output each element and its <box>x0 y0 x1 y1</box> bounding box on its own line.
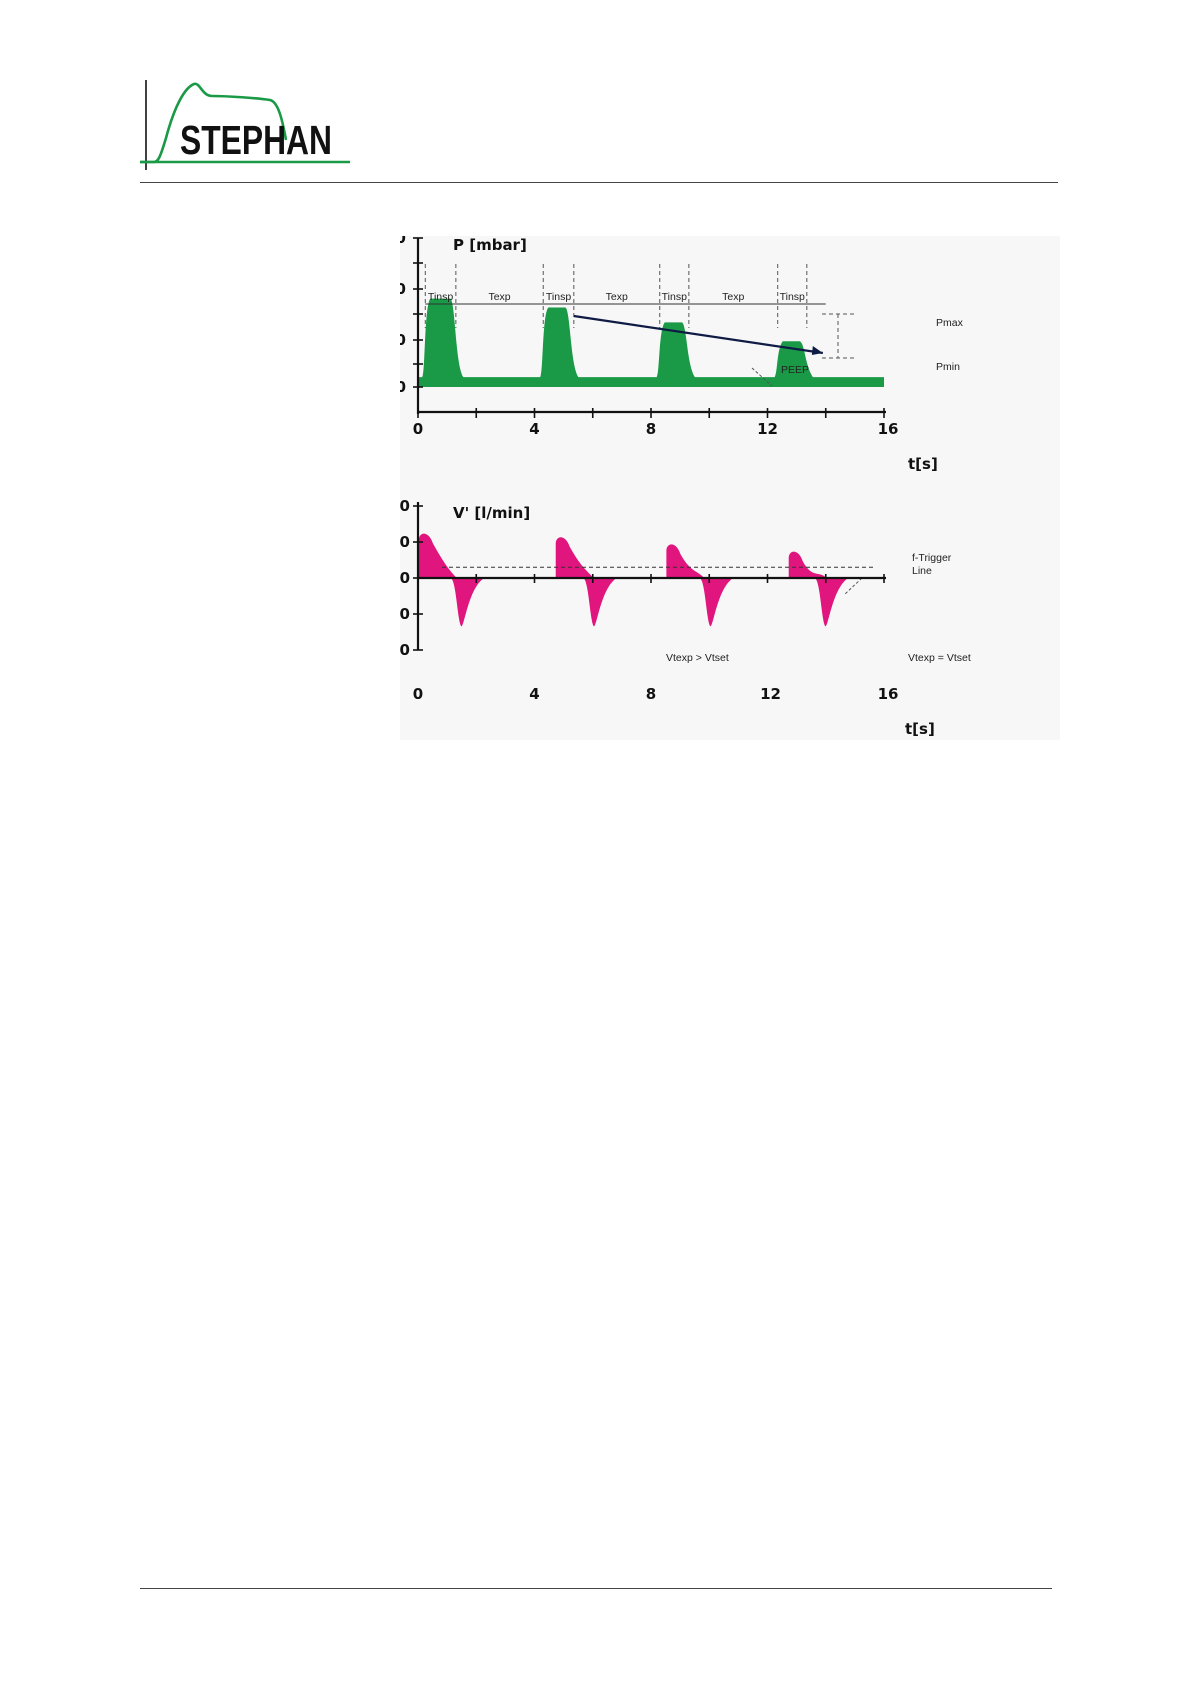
flow-ylabel: V' [l/min] <box>453 504 530 522</box>
pressure-x-tick-label: 4 <box>529 420 539 438</box>
vtexp-greater-label: Vtexp > Vtset <box>666 652 729 664</box>
pressure-y-tick-label: 0 <box>400 378 406 396</box>
expiratory-flow <box>582 578 617 627</box>
phase-label: Tinsp <box>546 291 571 303</box>
flow-x-tick-label: 0 <box>413 685 423 703</box>
phase-label: Tinsp <box>428 291 453 303</box>
flow-xlabel: t[s] <box>905 720 935 738</box>
phase-label: Tinsp <box>662 291 687 303</box>
figure-background <box>400 236 1060 740</box>
phase-label: Texp <box>488 291 510 303</box>
pressure-x-tick-label: 0 <box>413 420 423 438</box>
peep-label: PEEP <box>781 364 809 376</box>
trigger-label-2: Line <box>912 565 932 577</box>
flow-y-tick-label: -100 <box>400 641 410 659</box>
pressure-y-tick-label: 20 <box>400 280 406 298</box>
footer-rule <box>140 1588 1052 1589</box>
expiratory-flow <box>814 578 849 627</box>
flow-y-tick-label: 50 <box>400 533 410 551</box>
pressure-x-tick-label: 8 <box>646 420 656 438</box>
flow-x-tick-label: 4 <box>529 685 539 703</box>
phase-label: Texp <box>606 291 628 303</box>
pressure-y-tick-label: 10 <box>400 331 406 349</box>
ventilation-figure: 0 10 20 30 0 4 8 12 16 Tinsp Texp Tinsp Texp Tinsp Tex… <box>400 236 1060 740</box>
stephan-logo: STEPHAN <box>140 80 350 170</box>
flow-chart: -100 -50 0 50 100 0 4 8 12 16 <box>400 497 898 703</box>
peep-pointer <box>751 367 773 387</box>
phase-label: Texp <box>722 291 744 303</box>
inspiratory-flow <box>788 551 827 578</box>
pressure-trend-arrow <box>573 314 823 355</box>
pressure-x-tick-label: 12 <box>757 420 778 438</box>
expiratory-flow <box>699 578 734 627</box>
pmin-label: Pmin <box>936 361 960 373</box>
flow-y-tick-label: 0 <box>400 569 410 587</box>
phase-label: Tinsp <box>780 291 805 303</box>
pressure-x-tick-label: 16 <box>878 420 899 438</box>
pmax-label: Pmax <box>936 317 964 329</box>
inspiratory-flow <box>666 544 705 578</box>
flow-y-tick-label: 100 <box>400 497 410 515</box>
pressure-y-tick-label: 30 <box>400 236 406 247</box>
pressure-chart: 0 10 20 30 0 4 8 12 16 Tinsp Texp Tinsp Texp Tinsp Tex… <box>400 236 898 438</box>
expiratory-flow <box>450 578 485 627</box>
trigger-label-1: f-Trigger <box>912 552 952 564</box>
logo-text: STEPHAN <box>180 117 332 163</box>
flow-x-tick-label: 16 <box>878 685 899 703</box>
pressure-xlabel: t[s] <box>908 455 938 473</box>
flow-x-tick-label: 8 <box>646 685 656 703</box>
pressure-curve <box>418 298 884 387</box>
flow-y-tick-label: -50 <box>400 605 410 623</box>
inspiratory-flow <box>418 533 457 578</box>
flow-x-tick-label: 12 <box>760 685 781 703</box>
trigger-pointer <box>844 577 863 595</box>
pressure-trend-arrowhead <box>811 346 823 355</box>
vtexp-equal-label: Vtexp = Vtset <box>908 652 971 664</box>
logo-curve <box>140 82 288 164</box>
header-rule <box>140 182 1058 183</box>
inspiratory-flow <box>555 537 594 578</box>
pressure-ylabel: P [mbar] <box>453 236 527 254</box>
